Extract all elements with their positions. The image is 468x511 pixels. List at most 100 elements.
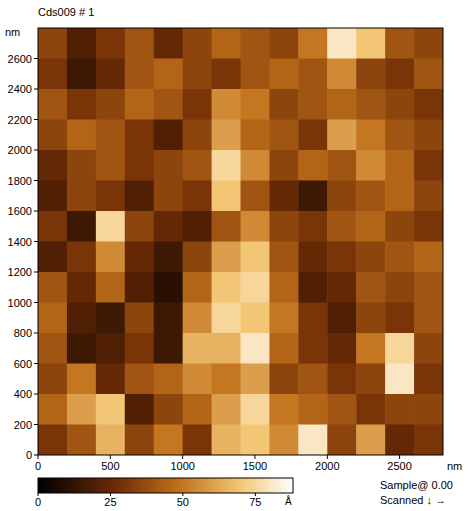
cell — [414, 242, 443, 273]
cell — [38, 28, 67, 59]
y-tick — [34, 211, 38, 212]
cell — [212, 150, 241, 181]
cell — [327, 59, 356, 90]
colorbar-step — [188, 478, 192, 493]
cell — [125, 242, 154, 273]
cell — [212, 120, 241, 151]
colorbar-step — [212, 478, 216, 493]
colorbar-step — [176, 478, 180, 493]
cell — [414, 364, 443, 395]
cell — [38, 272, 67, 303]
colorbar-step — [269, 478, 273, 493]
cell — [385, 211, 414, 242]
cell — [183, 211, 212, 242]
cell — [183, 150, 212, 181]
cell — [154, 59, 183, 90]
chart: Cds009 # 1020040060080010001200140016001… — [0, 0, 468, 511]
colorbar-step — [248, 478, 252, 493]
cell — [67, 150, 96, 181]
cell — [356, 181, 385, 212]
cell — [298, 28, 327, 59]
cell — [414, 211, 443, 242]
y-tick-label: 200 — [14, 419, 32, 431]
colorbar-step — [263, 478, 267, 493]
cell — [385, 181, 414, 212]
cell — [154, 150, 183, 181]
cell — [241, 303, 270, 334]
cell — [212, 364, 241, 395]
colorbar-frame — [38, 478, 293, 493]
colorbar-step — [71, 478, 75, 493]
colorbar-step — [191, 478, 195, 493]
cell — [269, 333, 298, 364]
colorbar-step — [218, 478, 222, 493]
colorbar-step — [122, 478, 126, 493]
y-tick — [34, 302, 38, 303]
cell — [298, 59, 327, 90]
cell — [327, 303, 356, 334]
cell — [241, 59, 270, 90]
cell — [385, 272, 414, 303]
cell — [67, 272, 96, 303]
x-tick-label: 0 — [35, 460, 41, 472]
cell — [385, 120, 414, 151]
colorbar-tick-label: 50 — [177, 496, 189, 508]
cell — [327, 150, 356, 181]
cell — [327, 425, 356, 456]
cell — [183, 242, 212, 273]
colorbar-step — [182, 478, 186, 493]
cell — [154, 333, 183, 364]
cell — [356, 28, 385, 59]
cell — [125, 425, 154, 456]
cell — [38, 59, 67, 90]
cell — [327, 364, 356, 395]
colorbar-step — [257, 478, 261, 493]
cell — [96, 181, 125, 212]
colorbar-step — [44, 478, 48, 493]
cell — [241, 181, 270, 212]
colorbar-step — [251, 478, 255, 493]
cell — [356, 364, 385, 395]
cell — [96, 303, 125, 334]
colorbar-step — [80, 478, 84, 493]
cell — [298, 364, 327, 395]
cell — [327, 394, 356, 425]
cell — [67, 181, 96, 212]
cell — [154, 242, 183, 273]
colorbar-step — [287, 478, 291, 493]
annotation: Sample@ 0.00 — [380, 479, 453, 491]
colorbar-step — [194, 478, 198, 493]
cell — [38, 89, 67, 120]
x-tick-label: 500 — [101, 460, 119, 472]
colorbar-step — [260, 478, 264, 493]
cell — [327, 28, 356, 59]
cell — [183, 394, 212, 425]
cell — [38, 181, 67, 212]
cell — [385, 364, 414, 395]
cell — [125, 364, 154, 395]
cell — [183, 333, 212, 364]
cell — [241, 272, 270, 303]
cell — [385, 89, 414, 120]
cell — [96, 59, 125, 90]
cell — [38, 303, 67, 334]
colorbar-step — [110, 478, 114, 493]
y-tick — [34, 150, 38, 151]
cell — [414, 181, 443, 212]
cell — [212, 181, 241, 212]
cell — [125, 181, 154, 212]
colorbar-step — [41, 478, 45, 493]
colorbar-step — [89, 478, 93, 493]
cell — [183, 28, 212, 59]
colorbar-step — [47, 478, 51, 493]
x-tick — [110, 455, 111, 459]
y-tick-label: 600 — [14, 358, 32, 370]
colorbar-step — [239, 478, 243, 493]
cell — [154, 211, 183, 242]
colorbar-step — [215, 478, 219, 493]
x-tick — [38, 455, 39, 459]
cell — [269, 303, 298, 334]
cell — [125, 120, 154, 151]
colorbar-step — [152, 478, 156, 493]
cell — [96, 211, 125, 242]
